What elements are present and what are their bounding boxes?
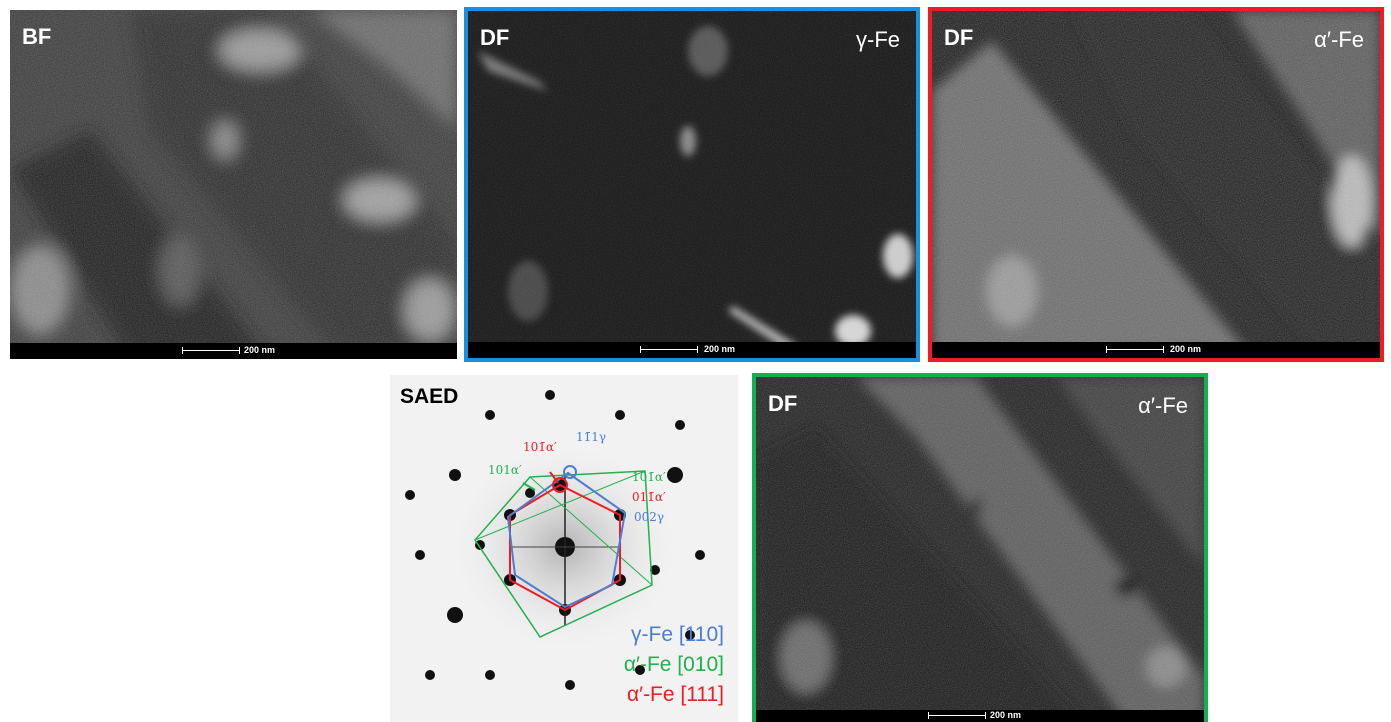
bf-micrograph-panel: BF 200 nm (10, 10, 457, 359)
df-alpha-bottom-phase: α′-Fe (1138, 393, 1188, 418)
df-alpha-top-label: DF (944, 25, 974, 50)
df-alpha-bottom-scale-line (928, 712, 986, 719)
df-alpha-top-scale-text: 200 nm (1170, 344, 1202, 354)
bf-label: BF (22, 24, 52, 49)
df-gamma-scale-bar: 200 nm (468, 342, 916, 358)
df-gamma-panel: DF γ-Fe 200 nm (464, 7, 920, 362)
saed-pattern-image (390, 375, 738, 722)
df-gamma-scale-text: 200 nm (704, 344, 736, 354)
df-alpha-top-image (932, 11, 1380, 358)
index-011-red: 011̄α′ (632, 490, 666, 504)
index-101-red: 101̄α′ (523, 440, 557, 454)
bf-scale-text: 200 nm (244, 345, 276, 355)
df-alpha-bottom-panel: DF α′-Fe 200 nm (752, 373, 1208, 722)
index-002-blue: 002γ (634, 510, 665, 524)
diffraction-spots (405, 390, 705, 690)
df-alpha-bottom-image (756, 377, 1204, 722)
df-alpha-bottom-scale-text: 200 nm (990, 710, 1022, 720)
df-alpha-top-phase: α′-Fe (1314, 27, 1364, 52)
df-alpha-top-panel: DF α′-Fe 200 nm (928, 7, 1384, 362)
df-gamma-label: DF (480, 25, 510, 50)
index-111-blue: 11̄1γ (576, 430, 607, 444)
legend-gamma-110: γ-Fe [110] (631, 623, 724, 646)
saed-pattern-panel: SAED 101̄α′ 11̄1γ 101α′ 101̄α′ 011̄α′ 00… (390, 375, 738, 722)
df-alpha-top-scale-bar: 200 nm (932, 342, 1380, 358)
legend-alpha-010: α′-Fe [010] (623, 653, 724, 676)
bf-micrograph-image (10, 10, 457, 359)
alpha010-lattice (474, 470, 653, 638)
df-gamma-scale-line (640, 346, 698, 353)
df-alpha-bottom-scale-bar: 200 nm (756, 710, 1204, 722)
df-alpha-bottom-label: DF (768, 391, 798, 416)
index-101-green-right: 101̄α′ (632, 470, 666, 484)
gamma110-lattice (506, 471, 627, 609)
saed-title: SAED (400, 385, 459, 408)
bf-scale-bar: 200 nm (10, 343, 457, 359)
legend-alpha-111: α′-Fe [111] (626, 683, 724, 706)
index-101-green-left: 101α′ (488, 463, 522, 477)
df-alpha-top-scale-line (1106, 346, 1164, 353)
bf-scale-line (182, 347, 240, 354)
df-gamma-phase: γ-Fe (856, 27, 900, 52)
df-gamma-image (468, 11, 916, 358)
